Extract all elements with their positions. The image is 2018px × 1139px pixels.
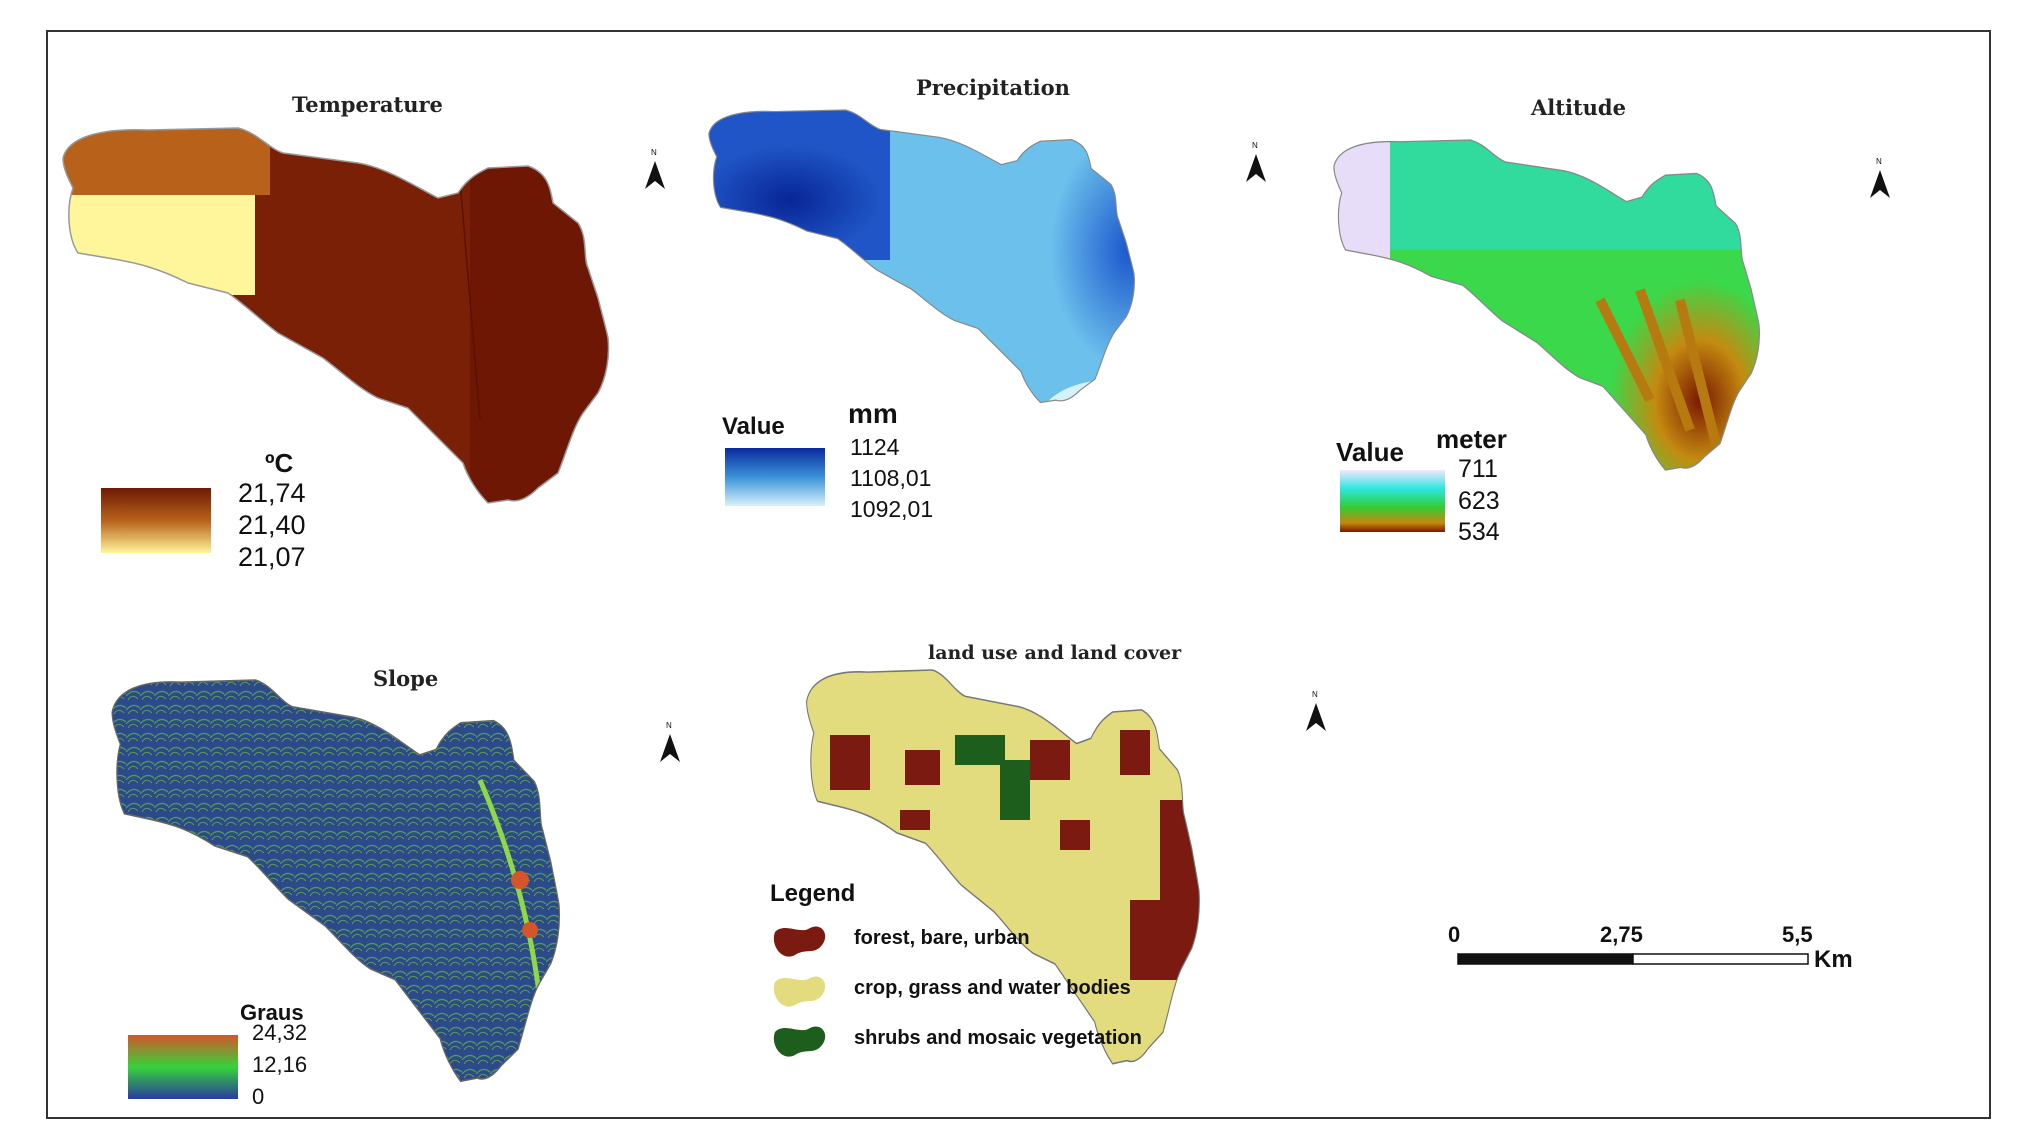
north-arrow-icon	[645, 161, 665, 189]
precipitation-legend-heading: Value	[722, 413, 785, 440]
north-arrow-icon	[660, 734, 680, 762]
landuse-legend-heading: Legend	[770, 880, 856, 907]
north-arrow-icon	[1306, 703, 1326, 731]
slope-title: Slope	[373, 666, 439, 691]
altitude-ramp	[1340, 470, 1445, 532]
north-arrow-icon	[1870, 170, 1890, 198]
legend-swatch-shrubs	[773, 1026, 826, 1057]
scale-unit: Km	[1814, 946, 1853, 973]
precipitation-unit: mm	[848, 398, 898, 429]
north-label: N	[1252, 141, 1258, 150]
temperature-legend-high: 21,74	[238, 478, 306, 508]
legend-swatch-crop	[773, 976, 826, 1007]
legend-label-shrubs: shrubs and mosaic vegetation	[854, 1027, 1142, 1049]
north-label: N	[651, 148, 657, 157]
legend-label-crop: crop, grass and water bodies	[854, 977, 1131, 999]
north-arrow-icon	[1246, 154, 1266, 182]
slope-legend-high: 24,32	[252, 1020, 308, 1045]
legend-swatch-forest	[773, 926, 826, 957]
north-label: N	[1312, 690, 1318, 699]
scale-bar	[1457, 953, 1809, 965]
scale-tick-mid: 2,75	[1600, 922, 1643, 947]
precipitation-legend-low: 1092,01	[850, 496, 934, 522]
temperature-ramp	[101, 488, 211, 553]
precipitation-ramp	[725, 448, 825, 506]
altitude-legend-heading: Value	[1336, 437, 1404, 467]
legend-label-forest: forest, bare, urban	[854, 927, 1030, 949]
altitude-legend-low: 534	[1458, 518, 1500, 546]
precipitation-title: Precipitation	[916, 75, 1070, 100]
scale-tick-0: 0	[1448, 922, 1461, 947]
north-label: N	[1876, 157, 1882, 166]
slope-ramp	[128, 1035, 238, 1099]
north-label: N	[666, 721, 672, 730]
precipitation-legend-high: 1124	[850, 434, 900, 460]
altitude-unit: meter	[1436, 424, 1507, 454]
slope-legend-mid: 12,16	[252, 1052, 308, 1077]
temperature-title: Temperature	[292, 92, 443, 117]
altitude-title: Altitude	[1531, 95, 1626, 120]
landuse-map	[805, 669, 1201, 1065]
slope-legend-low: 0	[252, 1084, 265, 1109]
temperature-map	[62, 127, 610, 504]
precipitation-legend-mid: 1108,01	[850, 465, 932, 491]
scale-tick-end: 5,5	[1782, 922, 1813, 947]
temperature-legend-mid: 21,40	[238, 510, 306, 540]
altitude-legend-high: 711	[1458, 455, 1498, 483]
slope-unit: Graus	[240, 1000, 304, 1025]
altitude-legend-mid: 623	[1458, 487, 1500, 515]
landuse-title: land use and land cover	[928, 642, 1182, 664]
temperature-unit: ºC	[265, 448, 294, 478]
temperature-legend-low: 21,07	[238, 542, 306, 572]
